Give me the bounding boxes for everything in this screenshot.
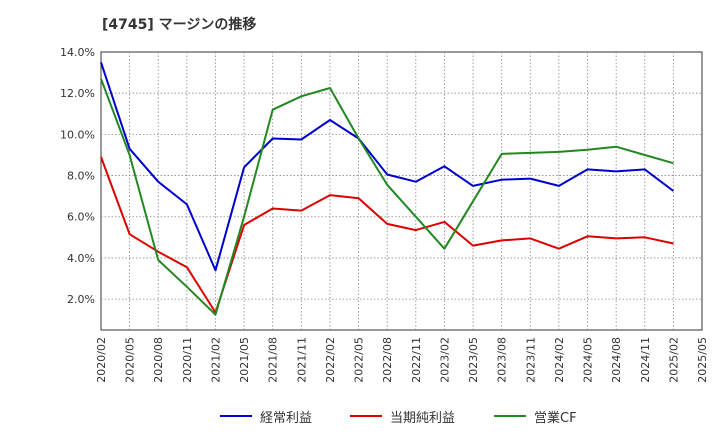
legend-line-net-income — [350, 415, 382, 417]
legend-line-ordinary-profit — [220, 415, 252, 417]
x-tick-label: 2024/05 — [582, 337, 595, 383]
x-tick-label: 2022/08 — [381, 337, 394, 383]
x-tick-label: 2025/05 — [696, 337, 709, 383]
x-tick-label: 2023/02 — [438, 337, 451, 383]
x-tick-label: 2024/02 — [553, 337, 566, 383]
axis-layer: 2020/02 2020/05 2020/08 2020/11 2021/02 2021/… — [60, 46, 709, 383]
x-tick-label: 2022/05 — [353, 337, 366, 383]
series-line-2 — [100, 78, 674, 316]
x-tick-label: 2022/02 — [324, 337, 337, 383]
chart-title: [4745] マージンの推移 — [102, 17, 257, 33]
legend-line-operating-cf — [494, 415, 526, 417]
x-tick-label: 2020/05 — [124, 337, 137, 383]
x-tick-label: 2023/11 — [524, 337, 537, 383]
y-tick-label: 6.0% — [67, 211, 95, 224]
x-tick-label: 2024/08 — [610, 337, 623, 383]
y-tick-label: 8.0% — [67, 170, 95, 183]
grid-layer — [100, 51, 703, 331]
y-tick-label: 4.0% — [67, 252, 95, 265]
x-tick-label: 2020/11 — [181, 337, 194, 383]
x-tick-label: 2022/11 — [410, 337, 423, 383]
legend-label-operating-cf: 営業CF — [534, 410, 577, 426]
series-line-0 — [100, 61, 675, 272]
y-tick-label: 14.0% — [60, 46, 95, 59]
x-tick-label: 2023/05 — [467, 337, 480, 383]
legend-item-operating-cf: 営業CF — [494, 404, 577, 428]
x-tick-label: 2021/05 — [238, 337, 251, 383]
x-tick-label: 2024/11 — [639, 337, 652, 383]
legend-label-net-income: 当期純利益 — [390, 410, 456, 426]
x-tick-label: 2023/08 — [496, 337, 509, 383]
plot-area — [100, 51, 703, 331]
x-tick-label: 2021/02 — [209, 337, 222, 383]
x-tick-label: 2021/08 — [267, 337, 280, 383]
x-tick-label: 2021/11 — [295, 337, 308, 383]
x-tick-label: 2020/08 — [152, 337, 165, 383]
series-line-1 — [100, 156, 674, 314]
legend-label-ordinary-profit: 経常利益 — [260, 410, 313, 426]
legend-item-ordinary-profit: 経常利益 — [220, 404, 312, 428]
y-tick-label: 12.0% — [60, 87, 95, 100]
legend-item-net-income: 当期純利益 — [350, 404, 455, 428]
x-tick-label: 2020/02 — [95, 337, 108, 383]
y-tick-label: 10.0% — [60, 128, 95, 141]
legend: 経常利益 当期純利益 営業CF — [0, 404, 720, 428]
y-tick-label: 2.0% — [67, 293, 95, 306]
x-tick-label: 2025/02 — [667, 337, 680, 383]
series-layer — [100, 61, 675, 316]
